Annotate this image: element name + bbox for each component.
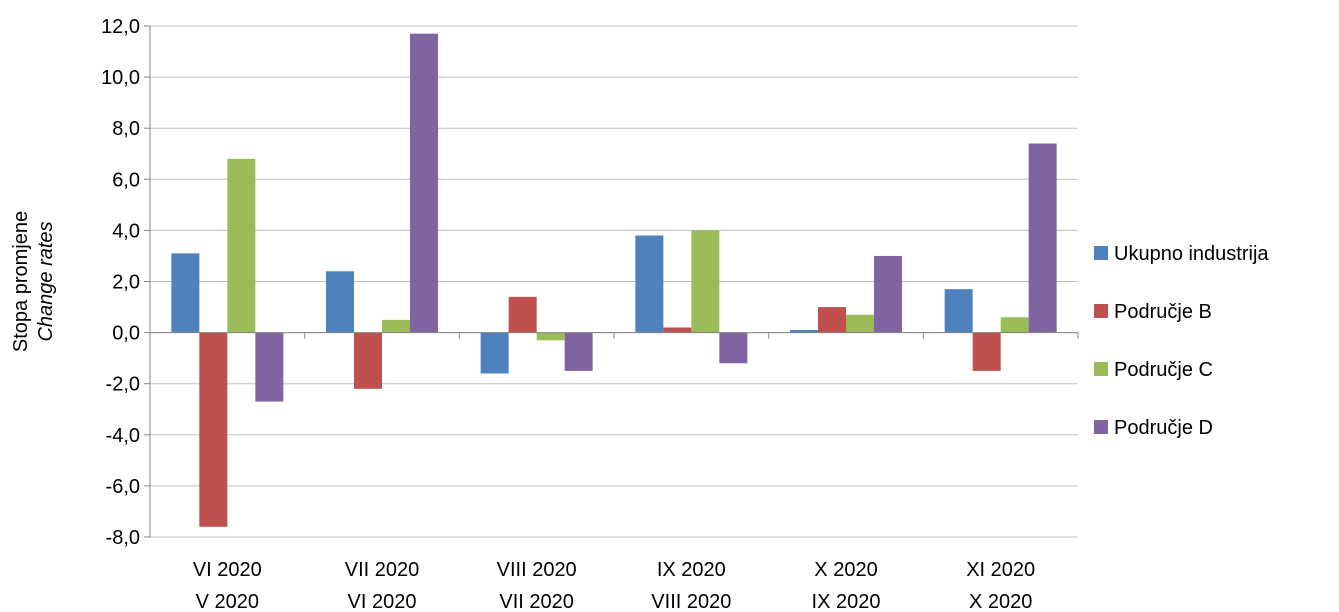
bar [382, 319, 410, 333]
bar [354, 332, 382, 389]
y-tick-label: 0,0 [112, 323, 140, 345]
bar [790, 330, 818, 333]
bar [227, 158, 256, 333]
bar [635, 235, 664, 333]
y-tick-label: 6,0 [112, 169, 140, 191]
bar [410, 33, 438, 333]
y-tick-label: -4,0 [106, 425, 140, 447]
x-category-labels: VI 2020 V 2020 VII 2020 VI 2020 VIII 2020 VII… [193, 559, 1035, 612]
bar [480, 332, 509, 374]
bar [508, 296, 537, 333]
bar [1000, 317, 1029, 333]
legend-swatch [1094, 420, 1108, 434]
legend-entry: Područje D [1114, 417, 1213, 439]
gridlines [150, 25, 1078, 538]
legend-entry: Područje C [1114, 359, 1213, 381]
y-tick-label: -2,0 [106, 374, 140, 396]
x-category-label: XI 2020 [966, 559, 1035, 581]
bar [536, 332, 565, 341]
bar [874, 255, 902, 333]
bar [199, 332, 228, 527]
x-category-label: V 2020 [196, 591, 259, 612]
y-tick-label: 2,0 [112, 272, 140, 294]
y-tick-label: -8,0 [106, 527, 140, 549]
legend-swatch [1094, 246, 1108, 260]
y-axis-subtitle: Change rates [35, 221, 57, 341]
y-axis-label: Stopa promjene Change rates [10, 211, 57, 352]
x-category-label: IX 2020 [812, 591, 881, 612]
bar [691, 230, 720, 333]
y-tick-label: 8,0 [112, 118, 140, 140]
bar [846, 314, 874, 333]
legend-entry: Ukupno industrija [1114, 243, 1269, 265]
bars [171, 33, 1057, 527]
y-axis-title: Stopa promjene [10, 211, 32, 352]
y-tick-label: 4,0 [112, 220, 140, 242]
x-category-label: VII 2020 [499, 591, 574, 612]
bar [663, 327, 692, 333]
x-category-label: X 2020 [969, 591, 1032, 612]
bar [818, 307, 846, 333]
legend-swatch [1094, 304, 1108, 318]
x-category-label: IX 2020 [657, 559, 726, 581]
x-category-label: X 2020 [814, 559, 877, 581]
legend: Ukupno industrija Područje B Područje C Pod… [1094, 243, 1269, 439]
y-tick-label: 12,0 [101, 16, 140, 38]
x-category-label: VI 2020 [193, 559, 262, 581]
bar [719, 332, 748, 364]
x-category-label: VII 2020 [345, 559, 420, 581]
x-category-label: VI 2020 [348, 591, 417, 612]
bar [255, 332, 284, 402]
x-category-label: VIII 2020 [651, 591, 731, 612]
bar [944, 289, 973, 333]
bar [326, 271, 354, 333]
bar [972, 332, 1001, 371]
bar [171, 253, 200, 333]
y-tick-labels: -8,0 -6,0 -4,0 -2,0 0,0 2,0 4,0 6,0 8,0 10,0 12,0 [101, 16, 140, 549]
x-category-label: VIII 2020 [497, 559, 577, 581]
legend-swatch [1094, 362, 1108, 376]
y-tick-label: -6,0 [106, 476, 140, 498]
axes [144, 25, 1079, 538]
bar [1028, 143, 1057, 333]
y-tick-label: 10,0 [101, 67, 140, 89]
bar [564, 332, 593, 371]
legend-entry: Područje B [1114, 301, 1212, 323]
